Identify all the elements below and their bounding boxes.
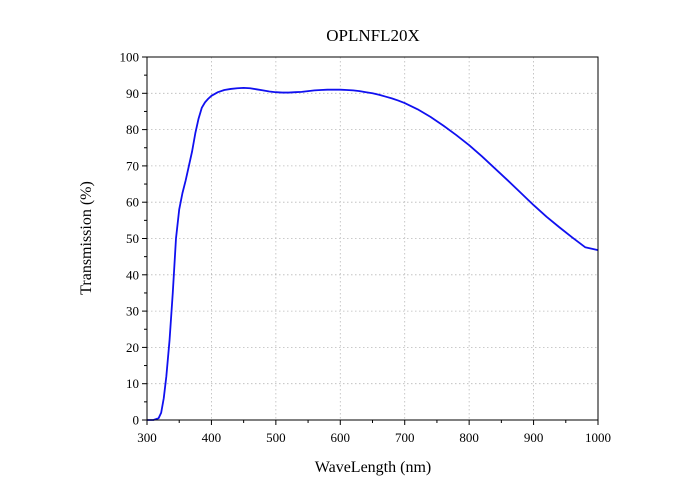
x-axis: 300 400 500 600 700 800 900 1000 — [137, 420, 611, 445]
y-tick-label: 40 — [126, 267, 139, 282]
x-tick-label: 700 — [395, 430, 415, 445]
x-tick-label: 600 — [331, 430, 351, 445]
x-tick-label: 300 — [137, 430, 157, 445]
x-tick-label: 900 — [524, 430, 544, 445]
y-tick-label: 0 — [133, 413, 140, 428]
series-transmission-line — [147, 86, 599, 421]
x-tick-label: 1000 — [585, 430, 611, 445]
y-tick-label: 50 — [126, 231, 139, 246]
y-tick-label: 80 — [126, 122, 139, 137]
chart-title: OPLNFL20X — [326, 26, 420, 45]
y-tick-label: 30 — [126, 304, 139, 319]
y-tick-label: 90 — [126, 86, 139, 101]
x-tick-label: 800 — [459, 430, 479, 445]
y-axis-label: Transmission (%) — [78, 181, 95, 295]
y-tick-label: 10 — [126, 376, 139, 391]
grid — [147, 57, 598, 420]
x-tick-label: 500 — [266, 430, 286, 445]
y-tick-label: 70 — [126, 158, 139, 173]
y-tick-label: 100 — [120, 50, 140, 65]
y-tick-label: 60 — [126, 195, 139, 210]
y-axis: 0 10 20 30 40 50 60 70 80 90 100 — [120, 50, 147, 428]
y-tick-label: 20 — [126, 340, 139, 355]
x-axis-label: WaveLength (nm) — [315, 459, 431, 476]
x-tick-label: 400 — [202, 430, 222, 445]
